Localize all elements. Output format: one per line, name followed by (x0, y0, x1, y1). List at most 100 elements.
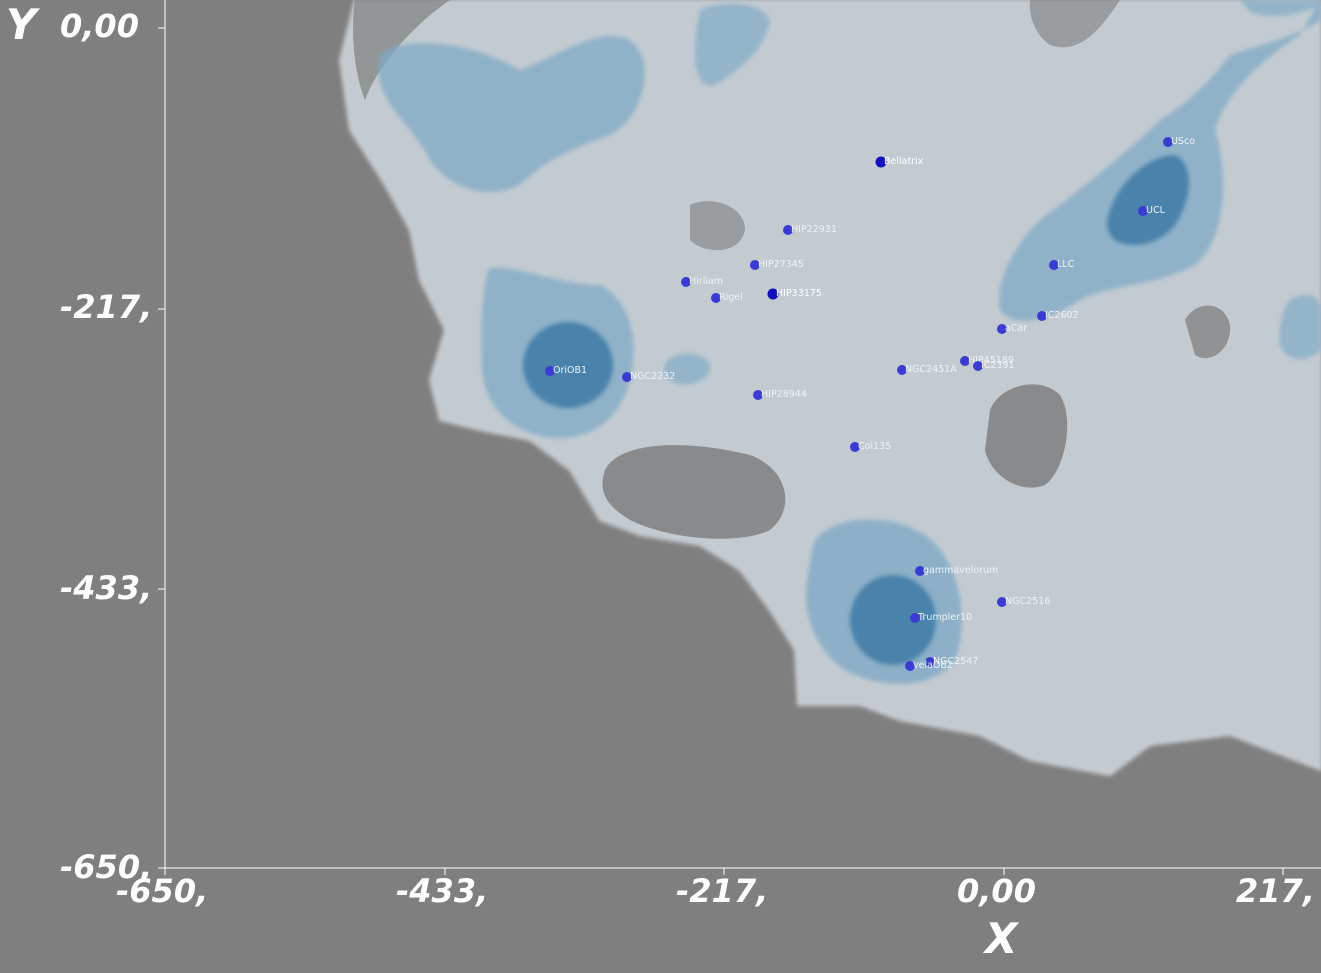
star-markers: Bellatrix HIP22931 HIP27345 Hirliam Rigel HIP… (545, 136, 1195, 671)
star-marker[interactable]: velaOB2 (905, 660, 953, 671)
hole-far-right (1185, 305, 1231, 359)
star-dot[interactable] (910, 613, 920, 623)
star-marker[interactable]: aCar (997, 323, 1027, 334)
star-marker[interactable]: HIP28944 (753, 389, 807, 400)
shell-holes (353, 0, 1231, 539)
star-marker[interactable]: LLC (1049, 259, 1075, 270)
core-ori (523, 322, 613, 408)
x-tick-label: -217, (676, 872, 769, 910)
axes (158, 0, 1321, 875)
star-dot[interactable] (753, 390, 763, 400)
star-marker[interactable]: IC2391 (973, 360, 1015, 371)
core-sco (1107, 155, 1189, 245)
star-label: IC2602 (1045, 310, 1079, 321)
star-label: Col135 (858, 441, 891, 452)
gap-top-right (1029, 0, 1120, 48)
star-label: gammavelorum (923, 565, 998, 576)
star-marker[interactable]: HIP22931 (783, 224, 837, 235)
star-marker[interactable]: Trumpler10 (910, 612, 972, 623)
cloud-ori-small (664, 353, 711, 385)
hole-upper (690, 201, 745, 251)
star-dot[interactable] (925, 657, 935, 667)
y-tick-label: -650, (60, 848, 153, 886)
star-dot[interactable] (1049, 260, 1059, 270)
x-tick-label: -433, (396, 872, 489, 910)
star-marker[interactable]: UCL (1138, 205, 1166, 216)
star-label: Trumpler10 (917, 612, 972, 623)
star-label: HIP27345 (758, 259, 804, 270)
y-tick-label: -217, (60, 288, 153, 326)
star-marker[interactable]: gammavelorum (915, 565, 998, 576)
cloud-top-right (1240, 0, 1321, 16)
star-dot[interactable] (783, 225, 793, 235)
y-tick-label: 0,00 (60, 7, 139, 45)
gap-left-top (353, 0, 450, 100)
star-dot[interactable] (622, 372, 632, 382)
star-marker[interactable]: NGC2547 (925, 656, 978, 667)
star-dot[interactable] (1163, 137, 1173, 147)
star-label: NGC2232 (630, 371, 675, 382)
star-dot[interactable] (681, 277, 691, 287)
star-label: LLC (1057, 259, 1075, 270)
star-label: aCar (1005, 323, 1027, 334)
cloud-top-center (695, 3, 770, 86)
star-label: USco (1171, 136, 1195, 147)
x-tick-label: 217, (1236, 872, 1315, 910)
star-label: IC2391 (981, 360, 1015, 371)
star-marker[interactable]: Bellatrix (875, 156, 924, 168)
star-dot[interactable] (997, 324, 1007, 334)
star-dot[interactable] (750, 260, 760, 270)
star-label: velaOB2 (913, 660, 953, 671)
star-label: HIP33175 (776, 288, 822, 299)
star-label: NGC2516 (1005, 596, 1050, 607)
star-marker[interactable]: Hirliam (681, 276, 723, 287)
star-dot[interactable] (711, 293, 721, 303)
star-label: HIP28944 (761, 389, 807, 400)
star-label: Hirliam (689, 276, 723, 287)
star-marker[interactable]: IC2602 (1037, 310, 1079, 321)
x-tick-label: -650, (116, 872, 209, 910)
star-label: OriOB1 (553, 365, 587, 376)
star-dot[interactable] (897, 365, 907, 375)
star-dot[interactable] (960, 356, 970, 366)
hole-right (985, 384, 1068, 488)
star-dot[interactable] (905, 661, 915, 671)
star-dot[interactable] (875, 156, 887, 168)
star-label: UCL (1146, 205, 1166, 216)
star-dot[interactable] (545, 366, 555, 376)
star-dot[interactable] (767, 288, 779, 300)
star-marker[interactable]: Col135 (850, 441, 891, 452)
cloud-right-edge (1279, 294, 1321, 360)
hole-left (602, 445, 786, 539)
star-label: NGC2451A (905, 364, 957, 375)
cloud-top-left (378, 35, 645, 192)
core-vela (850, 575, 936, 665)
star-marker[interactable]: NGC2232 (622, 371, 675, 382)
star-marker[interactable]: USco (1163, 136, 1195, 147)
x-axis-title: X (985, 914, 1018, 963)
tick-marks (158, 27, 1284, 875)
star-dot[interactable] (850, 442, 860, 452)
star-marker[interactable]: NGC2516 (997, 596, 1050, 607)
cloud-layer-core (523, 155, 1189, 665)
star-dot[interactable] (973, 361, 983, 371)
y-tick-label: -433, (60, 569, 153, 607)
star-label: HIP22931 (791, 224, 837, 235)
star-label: Rigel (719, 292, 743, 303)
star-dot[interactable] (1037, 311, 1047, 321)
star-dot[interactable] (1138, 206, 1148, 216)
y-axis-title: Y (6, 0, 37, 49)
star-marker[interactable]: OriOB1 (545, 365, 587, 376)
x-tick-label: 0,00 (957, 872, 1036, 910)
star-dot[interactable] (915, 566, 925, 576)
star-marker[interactable]: NGC2451A (897, 364, 957, 375)
star-label: Bellatrix (884, 156, 924, 167)
star-dot[interactable] (997, 597, 1007, 607)
star-marker[interactable]: HIP33175 (767, 288, 822, 300)
star-marker[interactable]: HIP45189 (960, 355, 1014, 366)
star-marker[interactable]: Rigel (711, 292, 743, 303)
star-label: NGC2547 (933, 656, 978, 667)
star-marker[interactable]: HIP27345 (750, 259, 804, 270)
